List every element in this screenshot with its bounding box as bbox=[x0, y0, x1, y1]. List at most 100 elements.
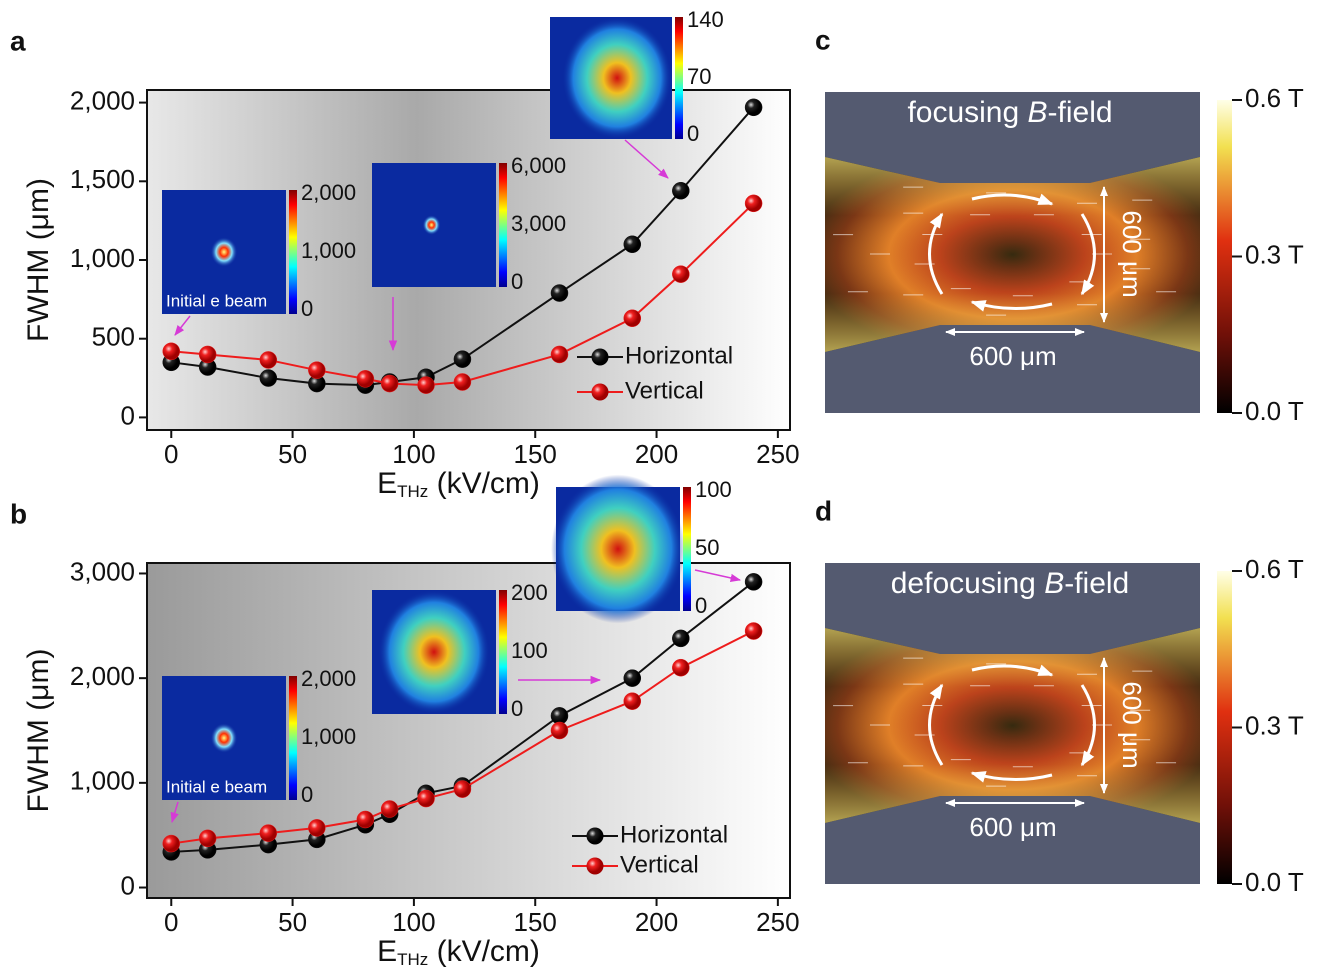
data-point bbox=[418, 790, 435, 807]
x-axis-label: ETHz (kV/cm) bbox=[377, 935, 540, 970]
y-tick-label: 3,000 bbox=[70, 556, 135, 586]
inset-colorbar bbox=[499, 163, 507, 287]
width-label: 600 μm bbox=[969, 812, 1056, 842]
x-axis-label-sub: THz bbox=[397, 950, 428, 969]
y-tick-label: 1,500 bbox=[70, 164, 135, 194]
field-colorbar bbox=[1217, 571, 1232, 884]
data-point bbox=[624, 236, 641, 253]
x-tick-label: 150 bbox=[514, 907, 557, 937]
inset-beam bbox=[211, 723, 238, 753]
data-point bbox=[745, 195, 762, 212]
colorbar-tick-label: 0.6 T bbox=[1245, 554, 1304, 584]
data-point bbox=[199, 346, 216, 363]
data-point bbox=[308, 819, 325, 836]
panel-label: c bbox=[815, 24, 831, 55]
panel-label: a bbox=[10, 25, 26, 56]
data-point bbox=[624, 693, 641, 710]
legend-marker bbox=[587, 858, 604, 875]
data-point bbox=[357, 811, 374, 828]
x-tick-label: 150 bbox=[514, 439, 557, 469]
diagram-title-part: -field bbox=[1048, 96, 1113, 129]
data-point bbox=[454, 351, 471, 368]
data-point bbox=[199, 830, 216, 847]
diagram-title: focusing B-field bbox=[907, 96, 1112, 129]
data-point bbox=[745, 573, 762, 590]
field-colorbar bbox=[1217, 100, 1232, 413]
inset-caption: Initial e beam bbox=[166, 291, 267, 310]
data-point bbox=[672, 266, 689, 283]
x-axis-label-sub: THz bbox=[397, 482, 428, 501]
data-point bbox=[163, 343, 180, 360]
legend-label: Vertical bbox=[625, 377, 704, 404]
inset-tick-label: 100 bbox=[695, 477, 732, 502]
inset-tick-label: 0 bbox=[687, 121, 699, 146]
data-point bbox=[551, 722, 568, 739]
data-point bbox=[672, 659, 689, 676]
height-label: 600 μm bbox=[1117, 210, 1147, 297]
inset-tick-label: 2,000 bbox=[301, 180, 356, 205]
y-axis-label: FWHM (μm) bbox=[22, 649, 55, 813]
data-point bbox=[745, 623, 762, 640]
inset-beam bbox=[211, 237, 238, 267]
diagram-title-part: -field bbox=[1064, 567, 1129, 600]
inset-beam bbox=[562, 17, 672, 139]
data-point bbox=[745, 99, 762, 116]
diagram-title: defocusing B-field bbox=[891, 567, 1130, 600]
x-tick-label: 200 bbox=[635, 907, 678, 937]
x-tick-label: 50 bbox=[278, 439, 307, 469]
inset-caption: Initial e beam bbox=[166, 777, 267, 796]
data-point bbox=[381, 801, 398, 818]
diagram-title-part: focusing bbox=[907, 96, 1027, 129]
x-tick-label: 0 bbox=[164, 907, 178, 937]
figure: a05010015020025005001,0001,5002,000FWHM … bbox=[0, 0, 1341, 971]
data-point bbox=[672, 630, 689, 647]
x-axis-label-unit: (kV/cm) bbox=[428, 467, 540, 500]
y-tick-label: 0 bbox=[121, 400, 135, 430]
diagram-title-part: defocusing bbox=[891, 567, 1044, 600]
data-point bbox=[418, 377, 435, 394]
data-point bbox=[357, 370, 374, 387]
panel-label: b bbox=[10, 498, 27, 529]
inset-beam bbox=[551, 475, 685, 624]
legend-marker bbox=[587, 828, 604, 845]
colorbar-tick-label: 0.3 T bbox=[1245, 710, 1304, 740]
inset-colorbar bbox=[683, 487, 691, 611]
inset-tick-label: 6,000 bbox=[511, 153, 566, 178]
inset-tick-label: 0 bbox=[511, 696, 523, 721]
inset-tick-label: 50 bbox=[695, 535, 719, 560]
colorbar-tick-label: 0.0 T bbox=[1245, 396, 1304, 426]
data-point bbox=[551, 285, 568, 302]
legend-label: Vertical bbox=[620, 851, 699, 878]
colorbar-tick-label: 0.0 T bbox=[1245, 867, 1304, 897]
inset-beam bbox=[378, 590, 490, 714]
data-point bbox=[551, 346, 568, 363]
inset-tick-label: 140 bbox=[687, 7, 724, 32]
data-point bbox=[672, 182, 689, 199]
x-axis-label: ETHz (kV/cm) bbox=[377, 467, 540, 502]
inset-tick-label: 70 bbox=[687, 64, 711, 89]
inset-tick-label: 2,000 bbox=[301, 666, 356, 691]
inset-tick-label: 1,000 bbox=[301, 238, 356, 263]
diagram-title-part: B bbox=[1028, 96, 1048, 129]
data-point bbox=[308, 362, 325, 379]
data-point bbox=[624, 310, 641, 327]
data-point bbox=[454, 373, 471, 390]
colorbar-tick-label: 0.3 T bbox=[1245, 239, 1304, 269]
colorbar-tick-label: 0.6 T bbox=[1245, 83, 1304, 113]
legend-label: Horizontal bbox=[620, 821, 728, 848]
data-point bbox=[454, 781, 471, 798]
y-axis-label: FWHM (μm) bbox=[22, 178, 55, 342]
inset-colorbar bbox=[499, 590, 507, 714]
y-tick-label: 1,000 bbox=[70, 243, 135, 273]
data-point bbox=[260, 825, 277, 842]
y-tick-label: 0 bbox=[121, 870, 135, 900]
data-point bbox=[381, 375, 398, 392]
y-tick-label: 2,000 bbox=[70, 85, 135, 115]
x-tick-label: 100 bbox=[392, 907, 435, 937]
inset-tick-label: 200 bbox=[511, 580, 548, 605]
inset-colorbar bbox=[675, 17, 683, 139]
diagram-title-part: B bbox=[1044, 567, 1064, 600]
x-tick-label: 250 bbox=[756, 907, 799, 937]
x-tick-label: 50 bbox=[278, 907, 307, 937]
y-tick-label: 500 bbox=[92, 322, 135, 352]
